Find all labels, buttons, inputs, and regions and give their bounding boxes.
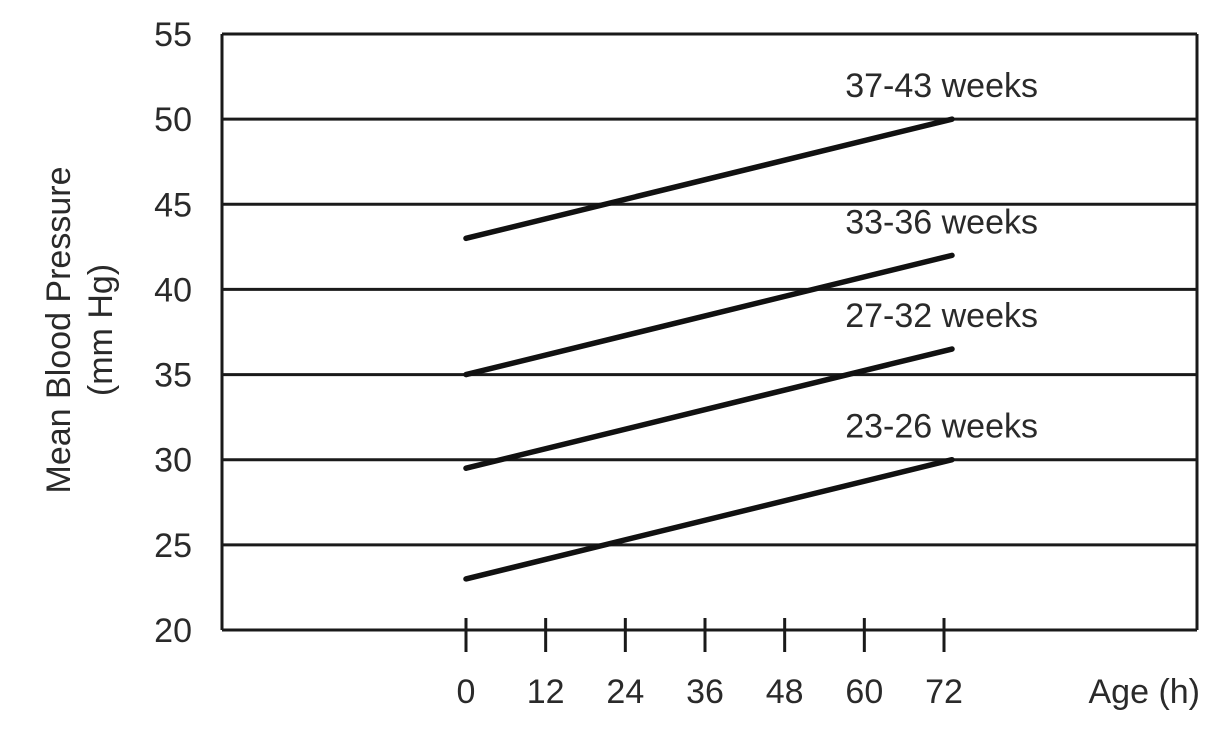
x-axis-title: Age (h): [1089, 673, 1201, 711]
x-tick-label-36: 36: [686, 673, 724, 711]
series-lines: [463, 116, 955, 582]
series-labels: 37-43 weeks 33-36 weeks 27-32 weeks 23-26 w…: [845, 67, 1038, 446]
y-tick-label-55: 55: [154, 16, 192, 54]
y-tick-label-25: 25: [154, 527, 192, 565]
series-label-3: 27-32 weeks: [845, 297, 1038, 335]
y-axis-title-line-1: Mean Blood Pressure: [40, 167, 78, 494]
y-tick-label-20: 20: [154, 612, 192, 650]
x-tick-label-12: 12: [527, 673, 565, 711]
series-line-1: [463, 116, 955, 242]
y-tick-label-45: 45: [154, 186, 192, 224]
y-tick-label-50: 50: [154, 101, 192, 139]
x-tick-label-72: 72: [925, 673, 963, 711]
x-ticks: 0 12 24 36 48 60 72: [457, 618, 963, 711]
y-tick-label-40: 40: [154, 271, 192, 309]
series-label-4: 23-26 weeks: [845, 408, 1038, 446]
x-tick-label-0: 0: [457, 673, 476, 711]
x-tick-label-60: 60: [845, 673, 883, 711]
series-label-1: 37-43 weeks: [845, 67, 1038, 105]
grid-layer: [220, 32, 1199, 632]
y-tick-labels: 20 25 30 35 40 45 50 55: [154, 16, 192, 650]
series-line-2: [463, 252, 955, 378]
series-label-2: 33-36 weeks: [845, 203, 1038, 241]
y-axis-title-line-2: (mm Hg): [82, 264, 120, 396]
x-tick-label-24: 24: [606, 673, 644, 711]
series-line-4: [463, 456, 955, 582]
x-tick-label-48: 48: [766, 673, 804, 711]
y-tick-label-35: 35: [154, 357, 192, 395]
y-tick-label-30: 30: [154, 442, 192, 480]
series-line-3: [463, 346, 955, 471]
